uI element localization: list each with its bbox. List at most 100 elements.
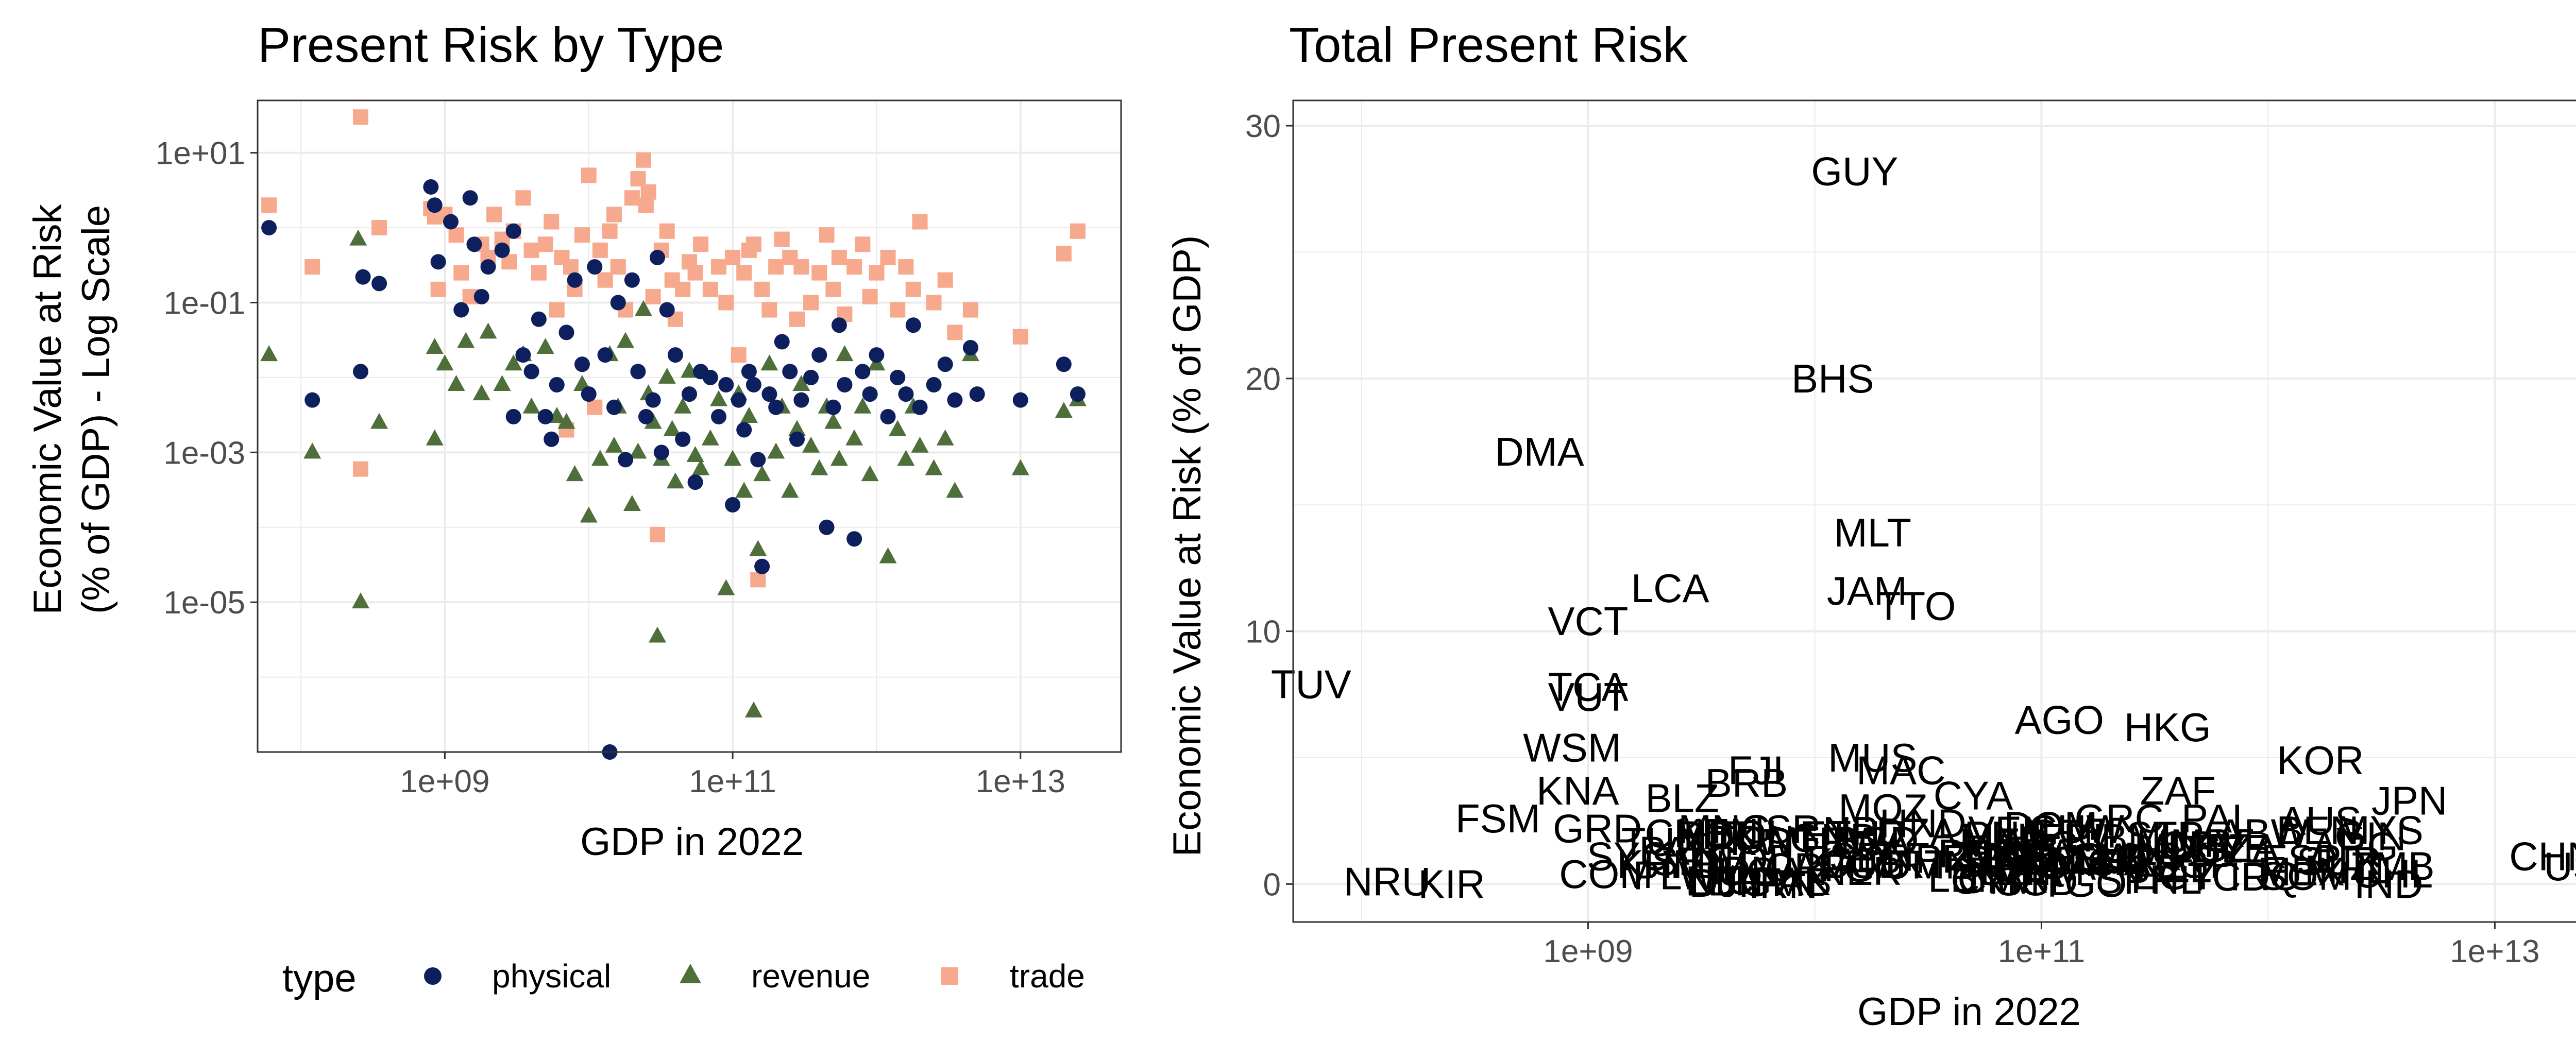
point-trade xyxy=(523,242,539,258)
legend-title: type xyxy=(282,956,357,1000)
point-trade xyxy=(693,236,709,252)
point-trade xyxy=(912,214,928,230)
point-revenue xyxy=(710,390,728,406)
point-trade xyxy=(531,265,547,281)
point-trade xyxy=(453,265,469,281)
country-label: TON xyxy=(1710,817,1794,863)
point-revenue xyxy=(936,429,954,446)
point-trade xyxy=(592,242,608,258)
point-physical xyxy=(774,334,790,350)
country-label: KNA xyxy=(1536,768,1619,813)
right-chart-ylabel: Economic Value at Risk (% of GDP) xyxy=(1165,235,1209,857)
point-trade xyxy=(768,259,784,275)
country-label: PER xyxy=(1938,831,2020,876)
point-physical xyxy=(789,431,805,447)
point-physical xyxy=(1056,356,1072,372)
country-label: GMB xyxy=(1740,859,1832,904)
country-label: BEN xyxy=(2276,808,2359,853)
point-trade xyxy=(574,227,590,243)
country-label: TUR xyxy=(1956,833,2039,879)
country-label: MLT xyxy=(1834,510,1911,555)
country-label: JAM xyxy=(1827,568,1907,613)
point-trade xyxy=(846,259,862,275)
country-label: VNM xyxy=(1996,848,2085,894)
point-trade xyxy=(563,259,579,275)
right-chart-ticks: 1e+09 1e+11 1e+13 0 10 20 30 xyxy=(1245,109,2539,969)
point-trade xyxy=(675,281,691,297)
country-label: JPN xyxy=(2371,778,2447,823)
country-label: GNB xyxy=(1790,815,1877,861)
country-label: ISR xyxy=(1754,807,1821,852)
country-label: BOL xyxy=(1708,811,1789,857)
point-physical xyxy=(825,399,841,415)
right-ytick-label: 0 xyxy=(1263,867,1281,902)
point-physical xyxy=(353,364,369,380)
point-trade xyxy=(650,526,666,542)
country-label: TUN xyxy=(1621,819,1704,865)
country-label: SLB xyxy=(2071,835,2147,881)
point-physical xyxy=(898,386,914,402)
country-label: CUW xyxy=(2028,807,2125,852)
country-label: MNG xyxy=(1678,806,1772,851)
point-trade xyxy=(718,295,734,311)
point-trade xyxy=(261,197,277,213)
point-physical xyxy=(531,311,547,327)
country-label: AFG xyxy=(1792,845,1875,890)
point-revenue xyxy=(522,397,540,414)
country-label: GRC xyxy=(2074,796,2163,841)
left-chart-points xyxy=(260,109,1087,760)
point-physical xyxy=(725,497,741,513)
point-revenue xyxy=(749,540,767,556)
point-trade xyxy=(640,184,656,200)
country-label: GRD xyxy=(1553,806,1642,851)
point-physical xyxy=(574,356,590,372)
country-label: IDN xyxy=(1710,848,1780,893)
country-label: JOR xyxy=(1985,839,2065,884)
country-label: NGA xyxy=(2044,834,2131,880)
point-physical xyxy=(466,236,482,252)
left-chart-title: Present Risk by Type xyxy=(258,18,724,73)
point-physical xyxy=(261,220,277,236)
point-physical xyxy=(523,364,539,380)
country-label: BLZ xyxy=(1646,776,1719,821)
country-label: SLE xyxy=(2194,826,2270,871)
country-label: BFA xyxy=(1965,837,2041,882)
point-physical xyxy=(736,422,752,438)
point-trade xyxy=(624,190,640,206)
point-physical xyxy=(687,474,703,490)
legend-label-revenue: revenue xyxy=(751,958,870,995)
point-physical xyxy=(549,377,565,392)
point-revenue xyxy=(349,229,367,246)
point-physical xyxy=(505,223,521,239)
right-ytick-label: 10 xyxy=(1245,614,1281,650)
point-revenue xyxy=(370,413,388,429)
point-physical xyxy=(597,347,613,363)
point-trade xyxy=(430,281,446,297)
right-xtick-label: 1e+11 xyxy=(1998,934,2086,969)
country-label: HND xyxy=(1879,801,1967,846)
point-revenue xyxy=(472,384,490,401)
point-revenue xyxy=(753,465,771,482)
country-label: ATG xyxy=(2000,823,2080,868)
country-label: BHS xyxy=(1791,356,1874,401)
point-revenue xyxy=(447,374,465,391)
point-revenue xyxy=(479,322,497,339)
right-chart-panel xyxy=(1293,100,2576,922)
point-trade xyxy=(537,236,553,252)
point-trade xyxy=(862,288,878,304)
country-label: MRT xyxy=(1862,842,1949,887)
left-chart-ylabel-line1: Economic Value at Risk xyxy=(26,204,70,615)
country-label: BRA xyxy=(1993,830,2075,876)
point-revenue xyxy=(735,482,753,498)
point-physical xyxy=(912,399,928,415)
point-trade xyxy=(825,281,841,297)
country-label: USA xyxy=(2544,844,2576,889)
country-label: AGO xyxy=(2015,697,2104,742)
country-label: CPV xyxy=(2160,823,2242,868)
point-revenue xyxy=(566,465,584,482)
point-revenue xyxy=(845,429,863,446)
point-revenue xyxy=(493,374,511,391)
point-physical xyxy=(768,399,784,415)
point-physical xyxy=(947,392,963,408)
point-physical xyxy=(793,392,809,408)
